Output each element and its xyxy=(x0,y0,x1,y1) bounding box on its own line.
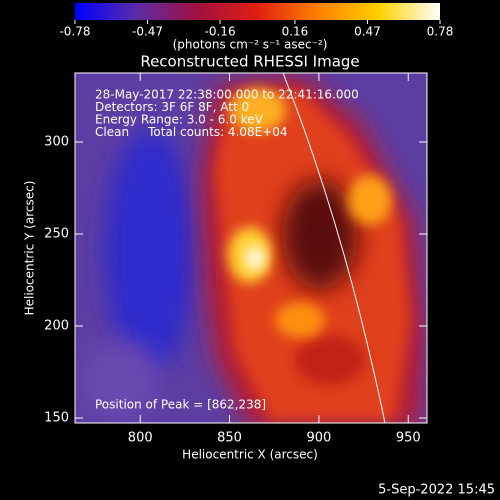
y-tick-label: 250 xyxy=(44,227,69,242)
y-tick-label: 200 xyxy=(44,319,69,334)
colorbar-tick-label: -0.16 xyxy=(205,25,236,39)
x-tick-label: 850 xyxy=(217,431,242,446)
annotation: 28-May-2017 22:38:00.000 to 22:41:16.000 xyxy=(95,88,359,102)
colorbar xyxy=(75,3,440,20)
annotation: Clean Total counts: 4.08E+04 xyxy=(95,125,288,139)
peak-label: Position of Peak = [862,238] xyxy=(95,398,266,412)
y-tick-label: 150 xyxy=(44,411,69,426)
colorbar-label: (photons cm⁻² s⁻¹ asec⁻²) xyxy=(173,38,328,52)
colorbar-tick-label: 0.47 xyxy=(354,25,381,39)
x-tick-label: 800 xyxy=(128,431,153,446)
colorbar-tick-label: -0.47 xyxy=(132,25,163,39)
annotation: Energy Range: 3.0 - 6.0 keV xyxy=(95,113,264,127)
y-axis-label: Heliocentric Y (arcsec) xyxy=(23,181,37,316)
chart-title: Reconstructed RHESSI Image xyxy=(140,53,359,71)
colorbar-tick-label: -0.78 xyxy=(59,25,90,39)
annotation: Detectors: 3F 6F 8F, Att 0 xyxy=(95,100,249,114)
colorbar-tick-label: 0.78 xyxy=(427,25,454,39)
heatmap-image xyxy=(75,73,427,423)
y-tick-label: 300 xyxy=(44,135,69,150)
plot-frame xyxy=(74,72,428,424)
x-tick-label: 950 xyxy=(396,431,421,446)
x-tick-label: 900 xyxy=(306,431,331,446)
x-axis-label: Heliocentric X (arcsec) xyxy=(182,448,318,462)
colorbar-tick-label: 0.16 xyxy=(282,25,309,39)
timestamp: 5-Sep-2022 15:45 xyxy=(378,483,495,498)
